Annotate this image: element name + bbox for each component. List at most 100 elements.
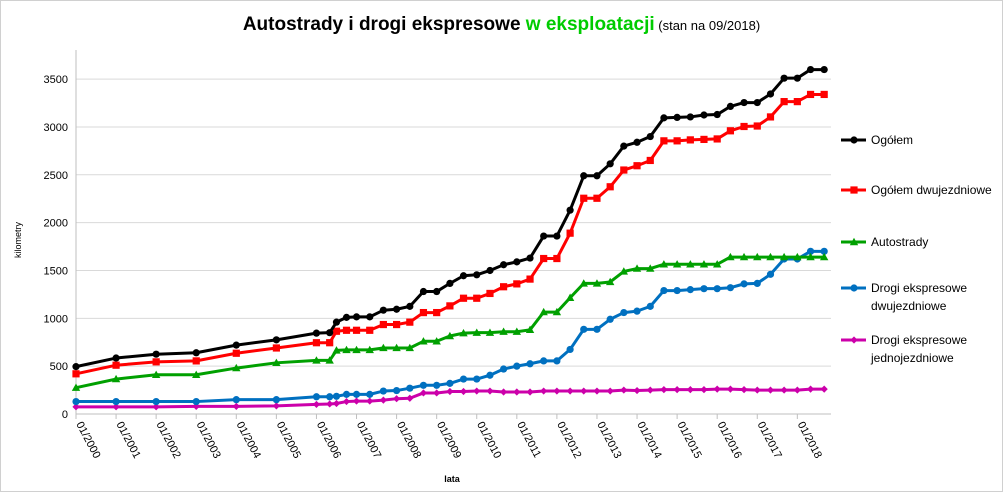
data-point [312,356,321,364]
data-point [753,279,761,288]
data-point [366,397,374,405]
series-line [75,68,825,369]
legend-label: Autostrady [871,233,1003,251]
data-point [112,403,120,411]
y-tick-labels: 0 500 1000 1500 2000 2500 3000 3500 [44,74,68,421]
data-point [593,387,601,395]
legend-label-line: Autostrady [871,235,929,249]
y-tick-label: 2500 [44,170,68,182]
data-point [272,344,280,352]
data-point [486,371,494,379]
data-point [553,357,561,365]
data-point [820,90,828,99]
data-point [673,386,681,394]
data-point [540,232,548,240]
series-line [75,92,825,376]
x-tick-label: 01/2004 [234,420,263,461]
data-point [740,98,748,107]
legend-label-line: dwujezdniowe [871,299,947,313]
data-point [512,327,522,335]
legend-swatch [841,336,866,344]
x-tick-label: 01/2009 [434,420,463,461]
data-point [366,326,374,334]
data-point [433,308,441,317]
data-point [806,65,815,74]
data-point [740,280,748,288]
data-point [366,390,374,398]
data-point [806,252,815,261]
data-point [446,387,454,396]
data-point [713,135,721,143]
legend-label-line: Ogółem dwujezdniowe [871,183,992,197]
data-point [342,390,351,398]
data-point [646,156,654,165]
data-point [332,392,341,400]
data-point [232,396,240,404]
data-point [232,349,240,357]
series-group [71,65,829,411]
x-tick-label: 01/2003 [194,420,223,461]
data-point [192,349,200,357]
data-point [342,313,351,321]
data-point [766,90,775,98]
data-point [700,111,708,119]
data-point [432,337,441,345]
data-point [326,339,334,347]
data-point [342,326,351,334]
legend-swatch-marker [850,186,858,194]
data-point [499,327,508,335]
data-point [806,90,815,99]
series-1 [72,90,828,378]
data-point [740,122,748,131]
data-point [620,142,628,150]
x-tick-label: 01/2001 [113,420,142,461]
y-tick-label: 3000 [44,122,68,134]
data-point [605,277,615,286]
data-point [392,305,401,313]
data-point [540,387,548,395]
data-point [753,122,761,130]
data-point [686,286,694,294]
data-point [312,329,321,337]
data-point [419,381,428,389]
data-point [419,308,428,317]
data-point [660,137,668,145]
data-point [793,74,801,82]
data-point [739,252,749,261]
data-point [485,328,495,336]
data-point [152,397,160,406]
data-point [325,356,334,364]
data-point [513,258,521,266]
chart-title-main: Autostrady i drogi ekspresowe [242,14,526,35]
data-point [419,337,428,345]
data-point [433,287,441,296]
data-point [700,386,708,394]
data-point [326,393,334,401]
data-point [312,400,321,409]
data-point [419,389,428,397]
data-point [392,395,401,403]
data-point [326,400,334,408]
data-point [713,110,721,119]
data-point [352,326,361,334]
data-point [646,302,654,310]
data-point [312,339,321,347]
data-point [406,318,414,326]
x-tick-label: 01/2006 [314,420,343,461]
y-tick-label: 1500 [44,265,68,277]
chart-title: Autostrady i drogi ekspresowe w eksploat… [0,14,1003,36]
data-point [606,315,614,323]
data-point [473,375,481,383]
data-point [553,387,561,395]
data-point [646,132,654,141]
x-axis-label: lata [444,474,460,484]
data-point [660,114,668,122]
data-point [646,264,655,272]
data-point [72,403,80,411]
data-point [686,260,695,268]
x-tick-label: 01/2013 [594,420,623,461]
data-point [753,98,761,107]
data-point [672,260,682,268]
legend-swatch-marker [850,136,858,144]
legend-label: Ogółem dwujezdniowe [871,181,1003,199]
